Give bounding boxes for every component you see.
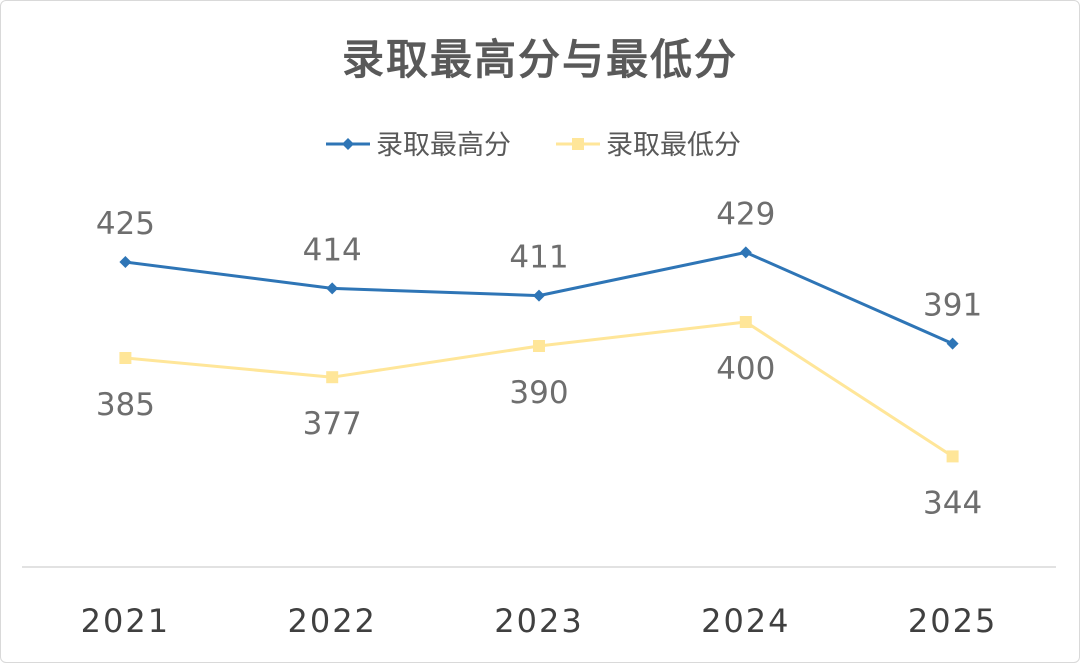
chart-title: 录取最高分与最低分 (341, 35, 738, 84)
legend-label-2: 录取最低分 (606, 130, 741, 161)
series-2-label-2023: 390 (509, 375, 568, 411)
series-1-point-2025 (946, 337, 959, 350)
legend-marker-2 (572, 138, 584, 150)
series-2-point-2025 (946, 450, 959, 463)
series-2-point-2024 (739, 316, 752, 328)
series-1-label-2025: 391 (923, 288, 982, 324)
series-1-point-2024 (739, 246, 752, 259)
series-2-label-2025: 344 (923, 485, 982, 521)
series-1-point-2023 (533, 289, 545, 302)
series-1-label-2021: 425 (96, 206, 155, 242)
series-2-label-2021: 385 (96, 387, 155, 423)
legend: 录取最高分 录取最低分 (326, 130, 741, 161)
x-tick-2021: 2021 (81, 602, 170, 640)
series-2-label-2022: 377 (303, 406, 362, 442)
legend-marker-1 (342, 138, 354, 150)
series-1-label-2023: 411 (509, 240, 568, 276)
series-1-point-2021 (119, 256, 132, 268)
x-tick-2024: 2024 (701, 602, 790, 640)
series-2-label-2024: 400 (716, 351, 775, 387)
x-tick-2023: 2023 (494, 602, 583, 640)
series-2-point-2022 (326, 371, 339, 384)
x-tick-2025: 2025 (908, 602, 997, 640)
x-axis-ticks: 2021 2022 2023 2024 2025 (81, 602, 997, 640)
series-1-label-2024: 429 (716, 196, 775, 232)
x-tick-2022: 2022 (287, 602, 376, 640)
series-2-point-2021 (119, 352, 132, 364)
series-1-point-2022 (326, 282, 339, 295)
series-layer: 425 414 411 429 391 385 377 390 400 344 (96, 196, 982, 521)
series-1-label-2022: 414 (303, 232, 362, 268)
legend-label-1: 录取最高分 (376, 130, 511, 161)
series-2-point-2023 (533, 340, 545, 352)
